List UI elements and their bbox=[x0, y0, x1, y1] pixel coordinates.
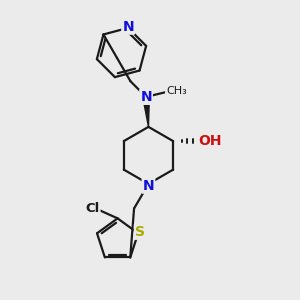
Text: Cl: Cl bbox=[85, 202, 100, 215]
Text: S: S bbox=[135, 225, 145, 239]
Text: OH: OH bbox=[198, 134, 222, 148]
Text: N: N bbox=[140, 90, 152, 104]
Text: N: N bbox=[143, 179, 154, 193]
Polygon shape bbox=[143, 97, 149, 127]
Text: CH₃: CH₃ bbox=[166, 86, 187, 96]
Text: N: N bbox=[122, 20, 134, 34]
